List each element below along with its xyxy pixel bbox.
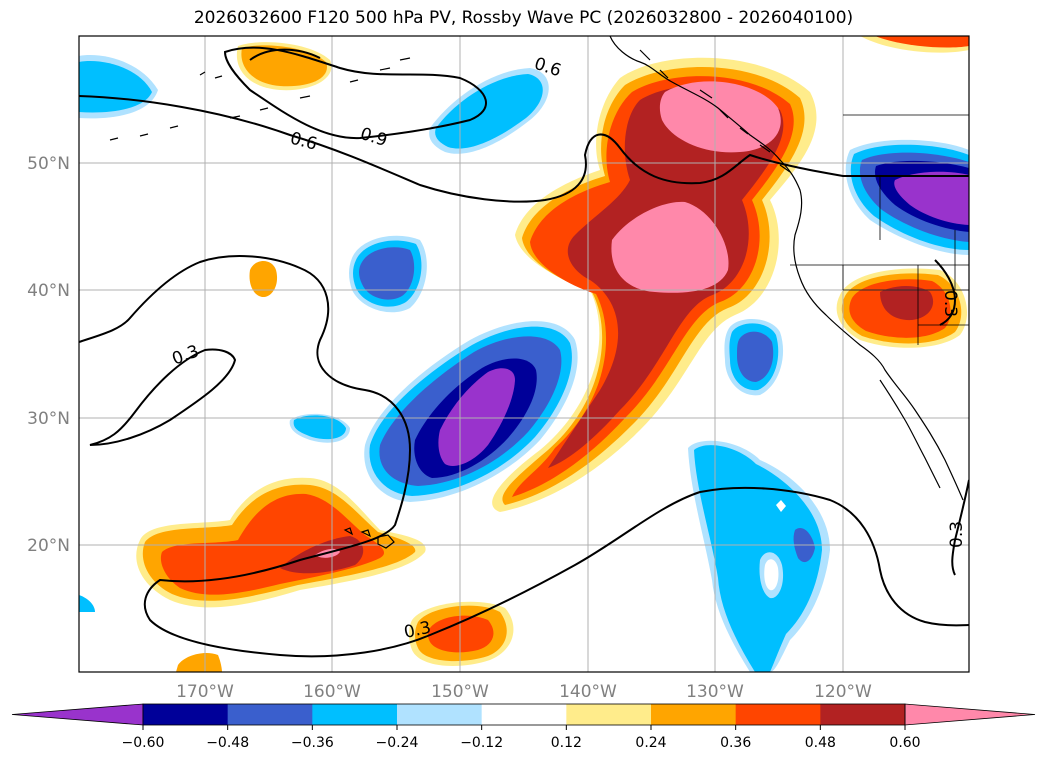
colorbar-bin — [651, 704, 737, 725]
contour-label: 0.3 — [940, 290, 960, 317]
colorbar-tick-label: −0.60 — [122, 735, 165, 751]
colorbar-tick-label: 0.48 — [805, 735, 836, 751]
colorbar-bin — [566, 704, 652, 725]
cell-ne-corner-red — [875, 36, 969, 48]
colorbar-bin — [227, 704, 313, 725]
lon-tick-label: 160°W — [303, 682, 361, 702]
colorbar-bin — [481, 704, 567, 725]
colorbar-bin — [312, 704, 398, 725]
cell-bottom-left — [176, 653, 222, 672]
contour-0.3-east — [951, 479, 969, 576]
cell-170w-40n — [249, 261, 278, 298]
cell-155w-royal — [359, 247, 415, 300]
cell-subtrop-dot — [776, 500, 786, 512]
contour-0.9 — [223, 46, 487, 140]
lat-tick-label: 40°N — [27, 281, 70, 301]
lon-tick-label: 120°W — [814, 682, 872, 702]
trough-core-purple — [438, 368, 515, 466]
cell-subtrop-hole2 — [764, 559, 779, 591]
colorbar-tick-label: 0.12 — [551, 735, 582, 751]
cell-greatbasin-darkred — [880, 286, 934, 321]
colorbar-tick-label: 0.60 — [889, 735, 920, 751]
lat-tick-label: 50°N — [27, 154, 70, 174]
contour-label: 0.3 — [947, 521, 967, 548]
map-frame — [78, 35, 970, 673]
hawaii-islands — [343, 527, 395, 549]
negative-anomaly-fill — [79, 55, 969, 672]
cell-aleutian-orange-core — [241, 45, 327, 87]
baja-coast — [879, 379, 941, 489]
colorbar-extend-max — [904, 703, 1036, 726]
colorbar: −0.60 −0.48 −0.36 −0.24 −0.12 0.12 0.24 0.36 0.4… — [11, 703, 1036, 751]
colorbar-bin — [735, 704, 821, 725]
colorbar-bin — [820, 704, 906, 725]
lon-tick-label: 140°W — [559, 682, 617, 702]
colorbar-tick-label: 0.24 — [635, 735, 666, 751]
pv-contours — [79, 46, 969, 658]
ridge-core-north-pink — [659, 81, 781, 153]
cell-subtrop-sky — [694, 445, 822, 672]
cell-gulf-sky — [435, 74, 543, 149]
lon-tick-label: 170°W — [176, 682, 234, 702]
canada-coast-islands — [639, 49, 791, 173]
aleutian-islands — [109, 57, 411, 141]
colorbar-tick-label: −0.24 — [376, 735, 419, 751]
gridlines — [79, 36, 969, 672]
contour-0.3-greatbasin — [934, 259, 957, 326]
alaska-coast — [609, 36, 964, 501]
map-area — [79, 36, 969, 672]
lat-tick-labels: 50°N 40°N 30°N 20°N — [27, 154, 70, 556]
colorbar-extend-min — [11, 703, 144, 726]
colorbar-tick-label: 0.36 — [720, 735, 751, 751]
colorbar-tick-label: −0.48 — [206, 735, 249, 751]
positive-anomaly-fill — [136, 36, 969, 672]
lat-tick-label: 20°N — [27, 536, 70, 556]
contour-upper-aleutian — [249, 48, 321, 61]
cell-163w-30n-sky — [293, 415, 346, 440]
plot-title: 2026032600 F120 500 hPa PV, Rossby Wave … — [193, 8, 854, 28]
cell-sw-edge — [79, 595, 95, 612]
lat-tick-label: 30°N — [27, 409, 70, 429]
lon-tick-labels: 170°W 160°W 150°W 140°W 130°W 120°W — [176, 682, 872, 702]
colorbar-bin — [143, 704, 229, 725]
ridge-core-south-pink — [611, 201, 729, 293]
cell-ne-purple — [894, 171, 969, 225]
colorbar-tick-label: −0.12 — [460, 735, 503, 751]
cell-south-red — [427, 615, 494, 653]
lon-tick-label: 130°W — [686, 682, 744, 702]
contour-0.6-north — [79, 95, 969, 203]
coastlines — [109, 36, 969, 549]
colorbar-frame — [142, 703, 906, 726]
contour-0.3-west — [89, 348, 237, 446]
colorbar-bin — [397, 704, 483, 725]
lon-tick-label: 150°W — [431, 682, 489, 702]
colorbar-tick-label: −0.36 — [291, 735, 334, 751]
contour-0.3-central — [79, 255, 969, 658]
cell-calif-royal — [737, 331, 774, 382]
